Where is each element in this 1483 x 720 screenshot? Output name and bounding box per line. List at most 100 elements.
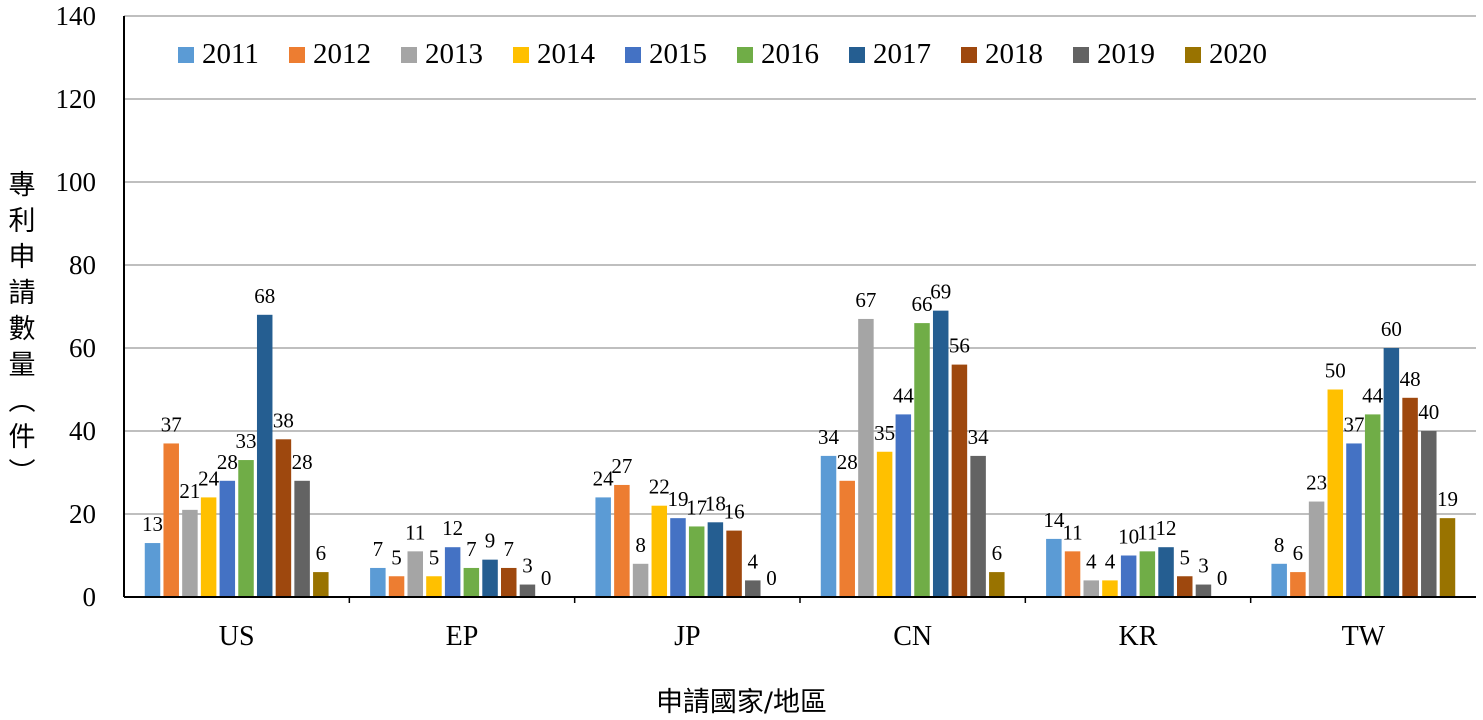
legend-label: 2020 — [1208, 38, 1267, 70]
data-label: 44 — [893, 383, 915, 407]
bar-KR-2013 — [1083, 580, 1099, 597]
legend-swatch — [1184, 46, 1201, 63]
data-label: 27 — [611, 454, 632, 478]
legend-item: 2015 — [624, 38, 707, 71]
bar-KR-2012 — [1064, 551, 1081, 597]
bar-CN-2020 — [989, 572, 1005, 597]
bar-EP-2015 — [444, 547, 461, 597]
y-axis-ticks: 0 20 40 60 80 100 120 140 — [56, 1, 97, 612]
data-label: 28 — [217, 450, 238, 474]
data-label: 8 — [1274, 533, 1285, 557]
data-label: 68 — [254, 284, 275, 308]
bar-US-2013 — [182, 509, 198, 597]
bar-US-2012 — [163, 443, 179, 597]
legend-swatch — [624, 46, 641, 63]
y-axis-label-char: ︵ — [8, 386, 36, 417]
x-tick-label: TW — [1342, 621, 1386, 652]
bar-US-2019 — [294, 480, 310, 597]
bar-JP-2017 — [707, 522, 724, 597]
data-label: 34 — [968, 425, 990, 449]
bars — [144, 310, 1456, 597]
data-label: 19 — [1437, 487, 1458, 511]
legend-swatch — [960, 46, 977, 63]
legend-label: 2015 — [648, 38, 707, 70]
legend-item: 2016 — [736, 38, 819, 71]
data-label: 0 — [1217, 566, 1228, 590]
x-tick-label: US — [219, 621, 255, 652]
legend-swatch — [400, 46, 417, 63]
data-label: 12 — [442, 516, 463, 540]
legend-swatch — [288, 46, 305, 63]
bar-TW-2019 — [1421, 431, 1437, 597]
bar-KR-2017 — [1158, 547, 1174, 597]
data-label: 17 — [686, 495, 707, 519]
bar-TW-2020 — [1439, 518, 1456, 597]
y-tick-label: 20 — [69, 499, 96, 529]
legend-item: 2013 — [400, 38, 483, 71]
y-axis-label-char: 申 — [8, 242, 36, 273]
bar-CN-2018 — [951, 364, 968, 597]
data-label: 22 — [649, 475, 670, 499]
bar-TW-2014 — [1327, 389, 1344, 597]
legend-label: 2014 — [536, 38, 595, 70]
data-label: 38 — [273, 408, 294, 432]
data-label: 7 — [504, 537, 515, 561]
y-tick-label: 40 — [69, 416, 96, 446]
legend-label: 2011 — [202, 38, 259, 70]
legend-item: 2017 — [848, 38, 931, 71]
bar-KR-2016 — [1139, 551, 1156, 597]
bar-CN-2016 — [914, 323, 930, 597]
x-tick-label: KR — [1119, 621, 1158, 652]
bar-EP-2019 — [519, 584, 536, 597]
data-label: 40 — [1418, 400, 1439, 424]
data-label: 60 — [1381, 317, 1402, 341]
bar-US-2020 — [313, 572, 329, 597]
bar-US-2016 — [238, 460, 254, 597]
data-label: 28 — [292, 450, 313, 474]
bar-TW-2016 — [1364, 414, 1381, 597]
data-label: 44 — [1362, 383, 1384, 407]
data-label: 12 — [1156, 516, 1177, 540]
bar-EP-2016 — [463, 567, 480, 597]
legend-swatch — [512, 46, 529, 63]
bar-US-2011 — [144, 543, 161, 597]
legend-item: 2020 — [1184, 38, 1267, 71]
data-label: 35 — [874, 421, 895, 445]
data-label: 24 — [198, 466, 220, 490]
legend: 2011 2012 2013 2014 2015 2016 2017 2018 2019 2020 — [178, 38, 1297, 71]
data-label: 33 — [236, 429, 257, 453]
data-label: 11 — [405, 520, 425, 544]
data-label: 19 — [667, 487, 688, 511]
y-tick-label: 140 — [56, 1, 97, 31]
data-label: 69 — [930, 280, 951, 304]
bar-EP-2018 — [501, 567, 517, 597]
bar-JP-2012 — [614, 484, 630, 597]
bar-CN-2015 — [895, 414, 912, 597]
legend-item: 2011 — [178, 38, 259, 71]
bar-JP-2013 — [632, 563, 649, 597]
data-label: 10 — [1118, 525, 1139, 549]
bar-KR-2015 — [1120, 555, 1137, 597]
bar-KR-2014 — [1102, 580, 1118, 597]
data-label: 14 — [1043, 508, 1065, 532]
bar-EP-2017 — [482, 559, 498, 597]
data-label: 28 — [837, 450, 858, 474]
bar-EP-2013 — [407, 551, 423, 597]
legend-item: 2018 — [960, 38, 1043, 71]
y-axis-label-char: 利 — [8, 206, 36, 237]
y-axis-label-char: ︶ — [8, 458, 36, 489]
data-label: 34 — [818, 425, 840, 449]
data-label: 56 — [949, 334, 970, 358]
legend-label: 2019 — [1096, 38, 1155, 70]
bar-US-2017 — [256, 314, 273, 597]
legend-swatch — [1072, 46, 1089, 63]
data-label: 11 — [1062, 520, 1082, 544]
x-tick-label: JP — [674, 621, 700, 652]
bar-TW-2017 — [1383, 348, 1400, 597]
data-label: 4 — [748, 549, 759, 573]
data-label: 0 — [766, 566, 777, 590]
y-axis-label-char: 數 — [8, 314, 36, 345]
data-label: 7 — [466, 537, 477, 561]
data-label: 4 — [1105, 549, 1116, 573]
